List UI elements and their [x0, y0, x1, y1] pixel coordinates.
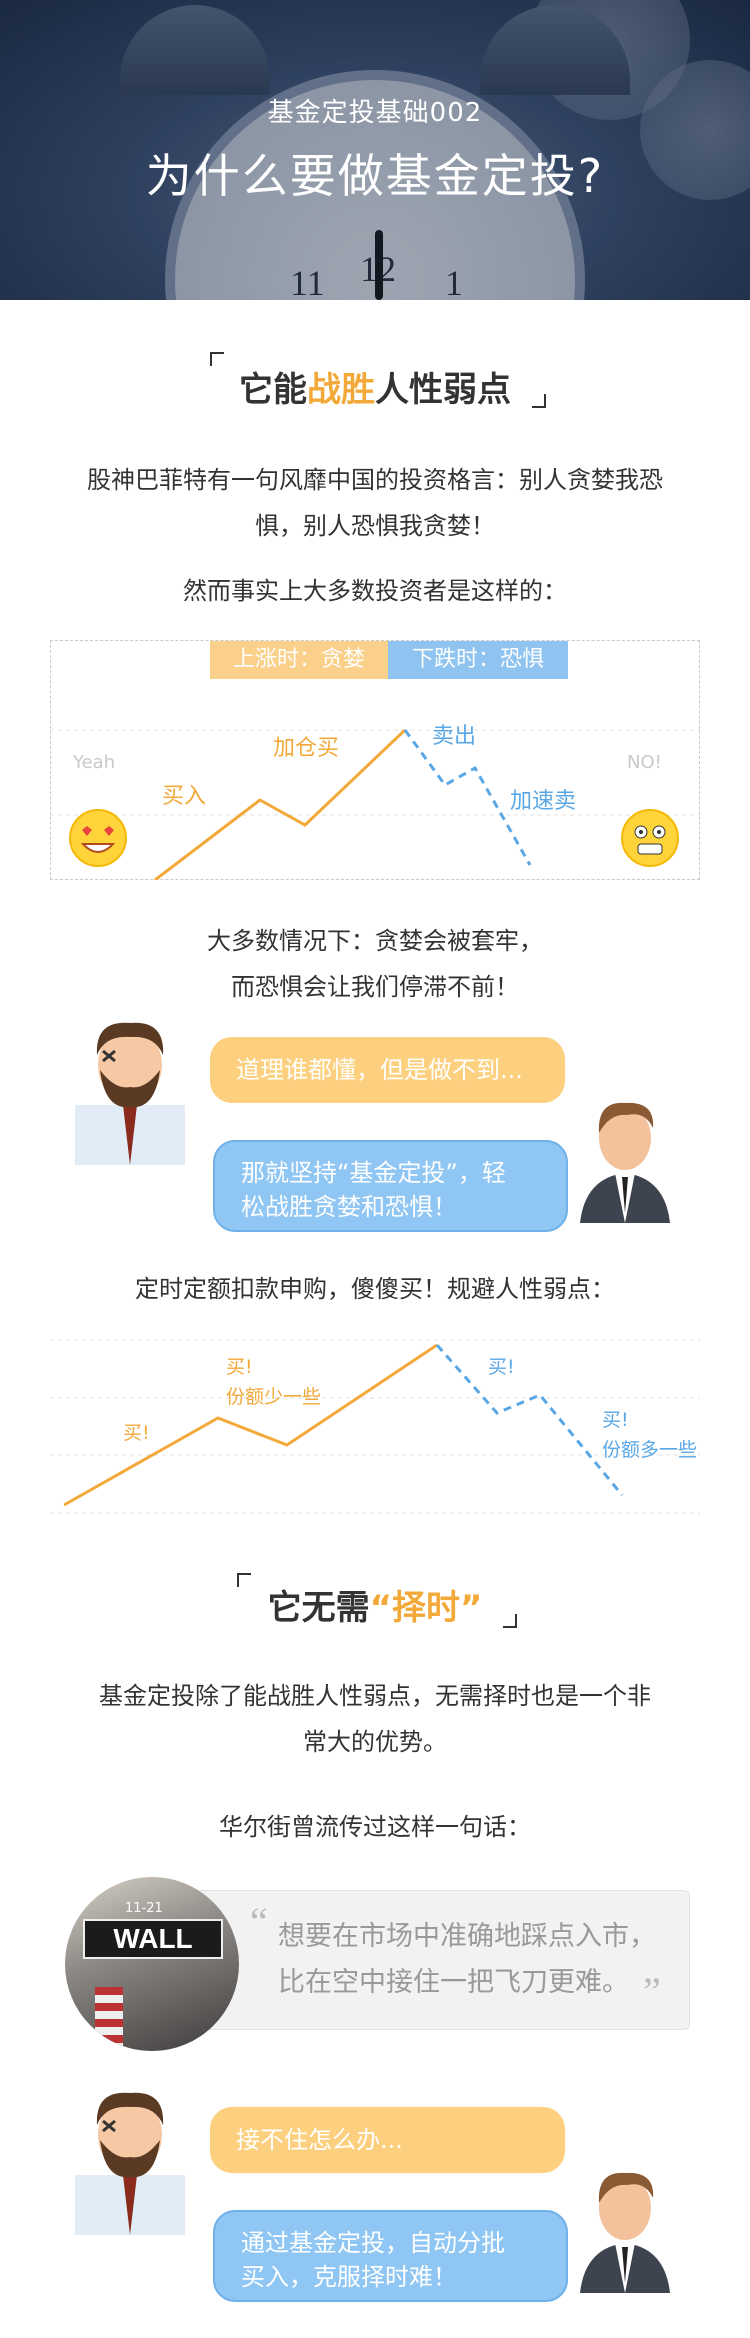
- bracket-open: [237, 1573, 251, 1587]
- quote-line: 比在空中接住一把飞刀更难。: [278, 1967, 629, 1998]
- label-buy: 买!: [602, 1409, 629, 1431]
- quote-close-mark: ”: [643, 1969, 661, 2014]
- businessman-avatar: [580, 1102, 670, 1223]
- para-line: 常大的优势。: [303, 1728, 447, 1756]
- bearded-man-avatar: [75, 2092, 185, 2235]
- para-line: 基金定投除了能战胜人性弱点，无需择时也是一个非: [99, 1682, 651, 1710]
- label-share-more: 份额多一些: [602, 1439, 698, 1461]
- label-buy: 买!: [226, 1356, 253, 1378]
- label-buy: 买!: [123, 1422, 150, 1444]
- header-subtitle: 基金定投基础002: [267, 98, 483, 128]
- quote-line: 想要在市场中准确地踩点入市，: [278, 1921, 656, 1952]
- label-no: NO!: [627, 752, 662, 773]
- label-buy: 买!: [488, 1356, 515, 1378]
- bubble-line: 买入，克服择时难！: [241, 2263, 457, 2291]
- clock-number: 11: [290, 263, 325, 300]
- quote-open-mark: “: [250, 1899, 268, 1944]
- para-line: 惧，别人恐惧我贪婪！: [255, 512, 495, 540]
- bracket-close: [503, 1614, 517, 1628]
- section1-para2: 然而事实上大多数投资者是这样的：: [183, 577, 567, 605]
- bracket-close: [532, 394, 546, 408]
- sign-number: 11-21: [125, 1901, 163, 1916]
- speech-bubble-orange: 接不住怎么办...: [210, 2107, 565, 2173]
- para-line: 而恐惧会让我们停滞不前！: [231, 973, 519, 1001]
- bubble-line: 那就坚持“基金定投”，轻: [241, 1159, 506, 1187]
- section2-para1: 基金定投除了能战胜人性弱点，无需择时也是一个非 常大的优势。: [0, 1673, 750, 1765]
- section2-title-pre: 它无需: [267, 1588, 370, 1628]
- fall-line: [403, 729, 532, 866]
- tag-fall-fear: 下跌时：恐惧: [388, 641, 568, 679]
- scared-emoji-icon: [621, 809, 679, 867]
- happy-emoji-icon: [69, 809, 127, 867]
- fall-line: [435, 1344, 624, 1496]
- rise-line: [154, 728, 407, 880]
- label-share-less: 份额少一些: [226, 1386, 322, 1408]
- tag-rise-greed: 上涨时：贪婪: [210, 641, 388, 679]
- section2-para2: 华尔街曾流传过这样一句话：: [219, 1813, 531, 1841]
- para-line: 股神巴菲特有一句风靡中国的投资格言：别人贪婪我恐: [87, 466, 663, 494]
- section2-title-highlight: “择时”: [369, 1588, 483, 1628]
- speech-bubble-blue: 那就坚持“基金定投”，轻 松战胜贪婪和恐惧！: [213, 1140, 568, 1232]
- para-line: 大多数情况下：贪婪会被套牢，: [207, 927, 543, 955]
- section1-title-pre: 它能: [239, 370, 307, 410]
- section1-title-highlight: 战胜: [307, 370, 375, 410]
- label-buy: 买入: [162, 784, 207, 809]
- wall-street-photo: WALL 11-21: [65, 1877, 239, 2051]
- coin-decoration: [640, 60, 750, 200]
- greed-fear-chart: [50, 640, 700, 880]
- regular-invest-chart: [50, 1339, 700, 1514]
- label-sell: 卖出: [432, 724, 477, 749]
- section1-para4: 定时定额扣款申购，傻傻买！规避人性弱点：: [135, 1275, 615, 1303]
- quote-text: 想要在市场中准确地踩点入市， 比在空中接住一把飞刀更难。: [278, 1914, 678, 2006]
- speech-bubble-blue: 通过基金定投，自动分批 买入，克服择时难！: [213, 2210, 568, 2302]
- clock-number: 1: [445, 263, 463, 300]
- bubble-line: 松战胜贪婪和恐惧！: [241, 1193, 457, 1221]
- flag: [95, 1987, 123, 2051]
- bubble-line: 通过基金定投，自动分批: [241, 2229, 505, 2257]
- label-sell-fast: 加速卖: [510, 789, 577, 814]
- header-title: 为什么要做基金定投?: [145, 149, 605, 203]
- businessman-avatar: [580, 2172, 670, 2293]
- speech-bubble-orange: 道理谁都懂，但是做不到...: [210, 1037, 565, 1103]
- section1-title-post: 人性弱点: [375, 370, 511, 410]
- label-add-buy: 加仓买: [273, 736, 340, 761]
- greed-fear-chart-lines: [50, 728, 700, 880]
- quote-box: [195, 1890, 690, 2030]
- clock-hand: [375, 230, 383, 300]
- bearded-man-avatar: [75, 1022, 185, 1165]
- rise-line: [63, 1343, 438, 1507]
- section1-para3: 大多数情况下：贪婪会被套牢， 而恐惧会让我们停滞不前！: [0, 918, 750, 1010]
- header-banner: 11 12 1 基金定投基础002 为什么要做基金定投?: [0, 0, 750, 300]
- label-yeah: Yeah: [73, 752, 116, 773]
- wall-street-sign: WALL: [83, 1919, 223, 1959]
- bracket-open: [210, 352, 224, 366]
- section2-title: 它无需“择时”: [0, 1580, 750, 1629]
- section1-title: 它能战胜人性弱点: [0, 362, 750, 411]
- section1-para1: 股神巴菲特有一句风靡中国的投资格言：别人贪婪我恐 惧，别人恐惧我贪婪！: [0, 457, 750, 549]
